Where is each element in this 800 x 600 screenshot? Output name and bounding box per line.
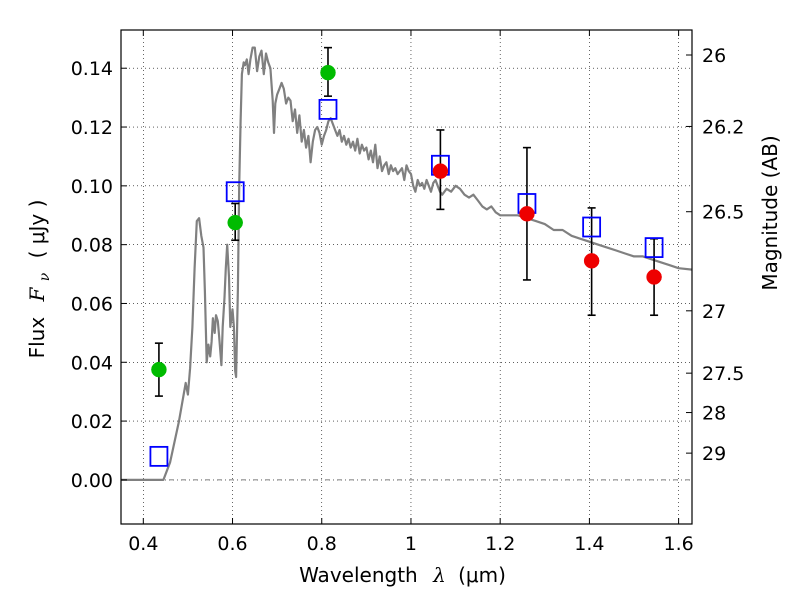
x-axis-title-symbol: λ (432, 563, 446, 587)
nearir-data-point (519, 206, 535, 222)
y-tick-label: 0.04 (71, 352, 113, 374)
sed-model-path (121, 46, 693, 481)
plot-frame (120, 29, 693, 525)
axis-ticks (121, 30, 692, 524)
optical-data-point (227, 214, 243, 231)
y-tick-label: 0.08 (71, 235, 113, 257)
y2-tick-label: 29 (702, 443, 726, 465)
y2-tick-label: 27.5 (702, 363, 744, 385)
y-tick-label: 0.02 (71, 411, 113, 433)
model-band-square-marker (225, 181, 245, 203)
model-band-square-marker (149, 445, 169, 467)
model-band-square-marker (582, 216, 602, 238)
data-points (149, 64, 664, 467)
x-tick-label: 1.2 (485, 533, 515, 555)
y2-tick-label: 26.2 (702, 116, 744, 138)
optical-data-point (151, 361, 167, 378)
y2-tick-label: 26 (702, 45, 726, 67)
y-tick-label: 0.12 (71, 117, 113, 139)
x-axis-title-unit: (μm) (458, 563, 506, 587)
x-tick-label: 0.8 (307, 533, 337, 555)
y-axis-title-subscript: ν (37, 272, 53, 281)
x-tick-label: 0.6 (217, 533, 247, 555)
sed-model-line (121, 46, 693, 481)
y2-tick-label: 27 (702, 301, 726, 323)
y2-tick-label: 28 (702, 403, 726, 425)
y-tick-label: 0.10 (71, 176, 113, 198)
grid-lines (121, 30, 692, 524)
y-tick-label: 0.00 (71, 470, 113, 492)
nearir-data-point (432, 163, 449, 179)
x-tick-label: 0.4 (128, 533, 158, 555)
y-tick-label: 0.14 (71, 58, 113, 80)
right-axis-title: Magnitude (AB) (758, 135, 782, 290)
x-axis-title-prefix: Wavelength (299, 563, 418, 587)
x-tick-label: 1.6 (664, 533, 694, 555)
y-axis-title-prefix: Flux (25, 317, 49, 359)
y-axis-title: Flux F ν ( μJy ) (25, 200, 54, 359)
y-tick-label: 0.06 (71, 293, 113, 315)
y-axis-title-unit: ( μJy ) (25, 200, 49, 259)
tick-labels: 0.4 0.6 0.8 1 1.2 1.4 1.6 0.00 0.02 0.04 0.06 0.08 0… (71, 45, 745, 555)
model-band-square-marker (318, 98, 338, 120)
nearir-data-point (583, 253, 600, 269)
x-tick-label: 1.4 (574, 533, 604, 555)
model-band-square-marker (644, 237, 664, 258)
x-axis-title: Wavelength λ (μm) (299, 563, 506, 587)
x-tick-label: 1 (405, 533, 417, 555)
optical-data-point (320, 64, 336, 81)
nearir-data-point (646, 269, 662, 285)
y2-tick-label: 26.5 (702, 202, 744, 224)
y-axis-title-symbol: F (25, 286, 49, 302)
